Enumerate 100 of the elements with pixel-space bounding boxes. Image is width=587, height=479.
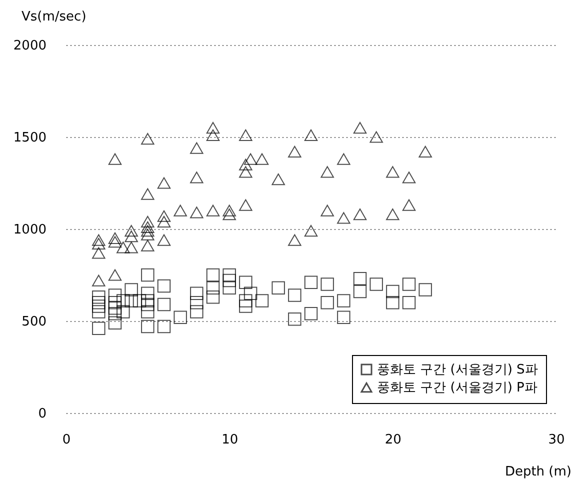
point bbox=[174, 310, 187, 324]
point bbox=[108, 288, 122, 302]
legend-label: 풍화토 구간 (서울경기) S파 bbox=[377, 362, 538, 378]
point bbox=[108, 307, 122, 320]
x-tick-label: 10 bbox=[222, 432, 238, 448]
point bbox=[206, 129, 220, 141]
point bbox=[141, 240, 154, 252]
point bbox=[141, 268, 154, 282]
point bbox=[92, 305, 106, 318]
point bbox=[206, 268, 220, 282]
point bbox=[132, 294, 146, 308]
point bbox=[386, 296, 400, 310]
point bbox=[108, 153, 122, 165]
point bbox=[222, 204, 236, 216]
point bbox=[402, 296, 416, 310]
y-tick-label: 500 bbox=[22, 314, 46, 330]
point bbox=[402, 278, 416, 291]
point bbox=[92, 296, 106, 310]
point bbox=[239, 166, 252, 178]
point bbox=[337, 212, 350, 224]
point bbox=[353, 208, 367, 220]
point bbox=[141, 133, 154, 145]
y-tick-label: 2000 bbox=[13, 38, 46, 54]
point bbox=[353, 272, 367, 286]
point bbox=[239, 158, 252, 170]
point bbox=[141, 305, 154, 318]
point bbox=[190, 305, 204, 318]
point bbox=[418, 283, 432, 296]
point bbox=[190, 206, 204, 218]
point bbox=[116, 305, 130, 318]
point bbox=[108, 301, 122, 315]
y-tick-label: 1500 bbox=[13, 130, 46, 146]
point bbox=[108, 232, 122, 244]
x-tick-label: 20 bbox=[384, 432, 402, 448]
point bbox=[255, 294, 269, 308]
point bbox=[320, 296, 334, 310]
point bbox=[272, 281, 285, 295]
point bbox=[386, 208, 400, 220]
point bbox=[124, 283, 138, 296]
point bbox=[206, 281, 220, 295]
point bbox=[157, 216, 171, 228]
point bbox=[124, 242, 138, 254]
point bbox=[337, 153, 350, 165]
point bbox=[304, 276, 318, 289]
point bbox=[141, 286, 154, 300]
point bbox=[320, 166, 334, 178]
point bbox=[320, 204, 334, 216]
point bbox=[353, 122, 367, 134]
point bbox=[370, 131, 383, 143]
point bbox=[190, 286, 204, 300]
point bbox=[288, 288, 302, 302]
point bbox=[402, 199, 416, 211]
point bbox=[174, 204, 187, 216]
point bbox=[108, 316, 122, 330]
point bbox=[157, 298, 171, 312]
point bbox=[239, 199, 252, 211]
point bbox=[157, 177, 171, 189]
point bbox=[244, 153, 258, 165]
point bbox=[141, 228, 154, 240]
point bbox=[124, 230, 138, 242]
point bbox=[108, 269, 122, 281]
point bbox=[304, 307, 318, 320]
point bbox=[157, 279, 171, 293]
point bbox=[141, 216, 154, 228]
point bbox=[239, 276, 252, 289]
x-tick-label: 30 bbox=[548, 432, 565, 448]
point bbox=[288, 312, 302, 326]
point bbox=[222, 274, 236, 288]
point bbox=[402, 172, 416, 184]
point bbox=[370, 278, 383, 291]
point bbox=[337, 294, 350, 308]
point bbox=[222, 281, 236, 295]
point bbox=[124, 225, 138, 237]
point bbox=[353, 284, 367, 298]
point bbox=[92, 238, 106, 250]
point bbox=[206, 290, 220, 304]
point bbox=[124, 294, 138, 308]
point bbox=[239, 294, 252, 308]
x-axis-title: Depth (m) bbox=[504, 464, 572, 479]
point bbox=[418, 146, 432, 158]
y-tick-label: 0 bbox=[38, 406, 46, 422]
point bbox=[92, 247, 106, 259]
point bbox=[272, 174, 285, 186]
point bbox=[288, 146, 302, 158]
point bbox=[108, 236, 122, 248]
point bbox=[288, 234, 302, 246]
point bbox=[337, 310, 350, 324]
point bbox=[255, 153, 269, 165]
point bbox=[141, 188, 154, 200]
point bbox=[157, 210, 171, 222]
point bbox=[141, 294, 154, 308]
point bbox=[141, 298, 154, 312]
point bbox=[386, 284, 400, 298]
point bbox=[222, 208, 236, 220]
point bbox=[92, 322, 106, 335]
point bbox=[190, 172, 204, 184]
y-tick-label: 1000 bbox=[13, 222, 46, 238]
point bbox=[304, 225, 318, 237]
point bbox=[116, 242, 130, 254]
point bbox=[190, 296, 204, 310]
